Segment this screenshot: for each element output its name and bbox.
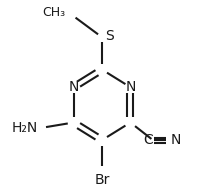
Text: CH₃: CH₃ [43,6,66,19]
Text: Br: Br [94,173,110,187]
Text: S: S [105,29,114,43]
Text: N: N [125,80,136,94]
Text: N: N [68,80,79,94]
Text: N: N [171,133,181,147]
Text: C: C [143,133,153,147]
Text: H₂N: H₂N [12,121,38,135]
